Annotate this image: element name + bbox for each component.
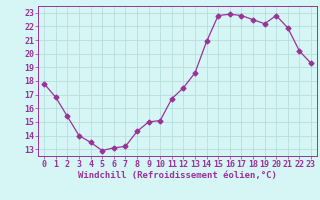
X-axis label: Windchill (Refroidissement éolien,°C): Windchill (Refroidissement éolien,°C) xyxy=(78,171,277,180)
